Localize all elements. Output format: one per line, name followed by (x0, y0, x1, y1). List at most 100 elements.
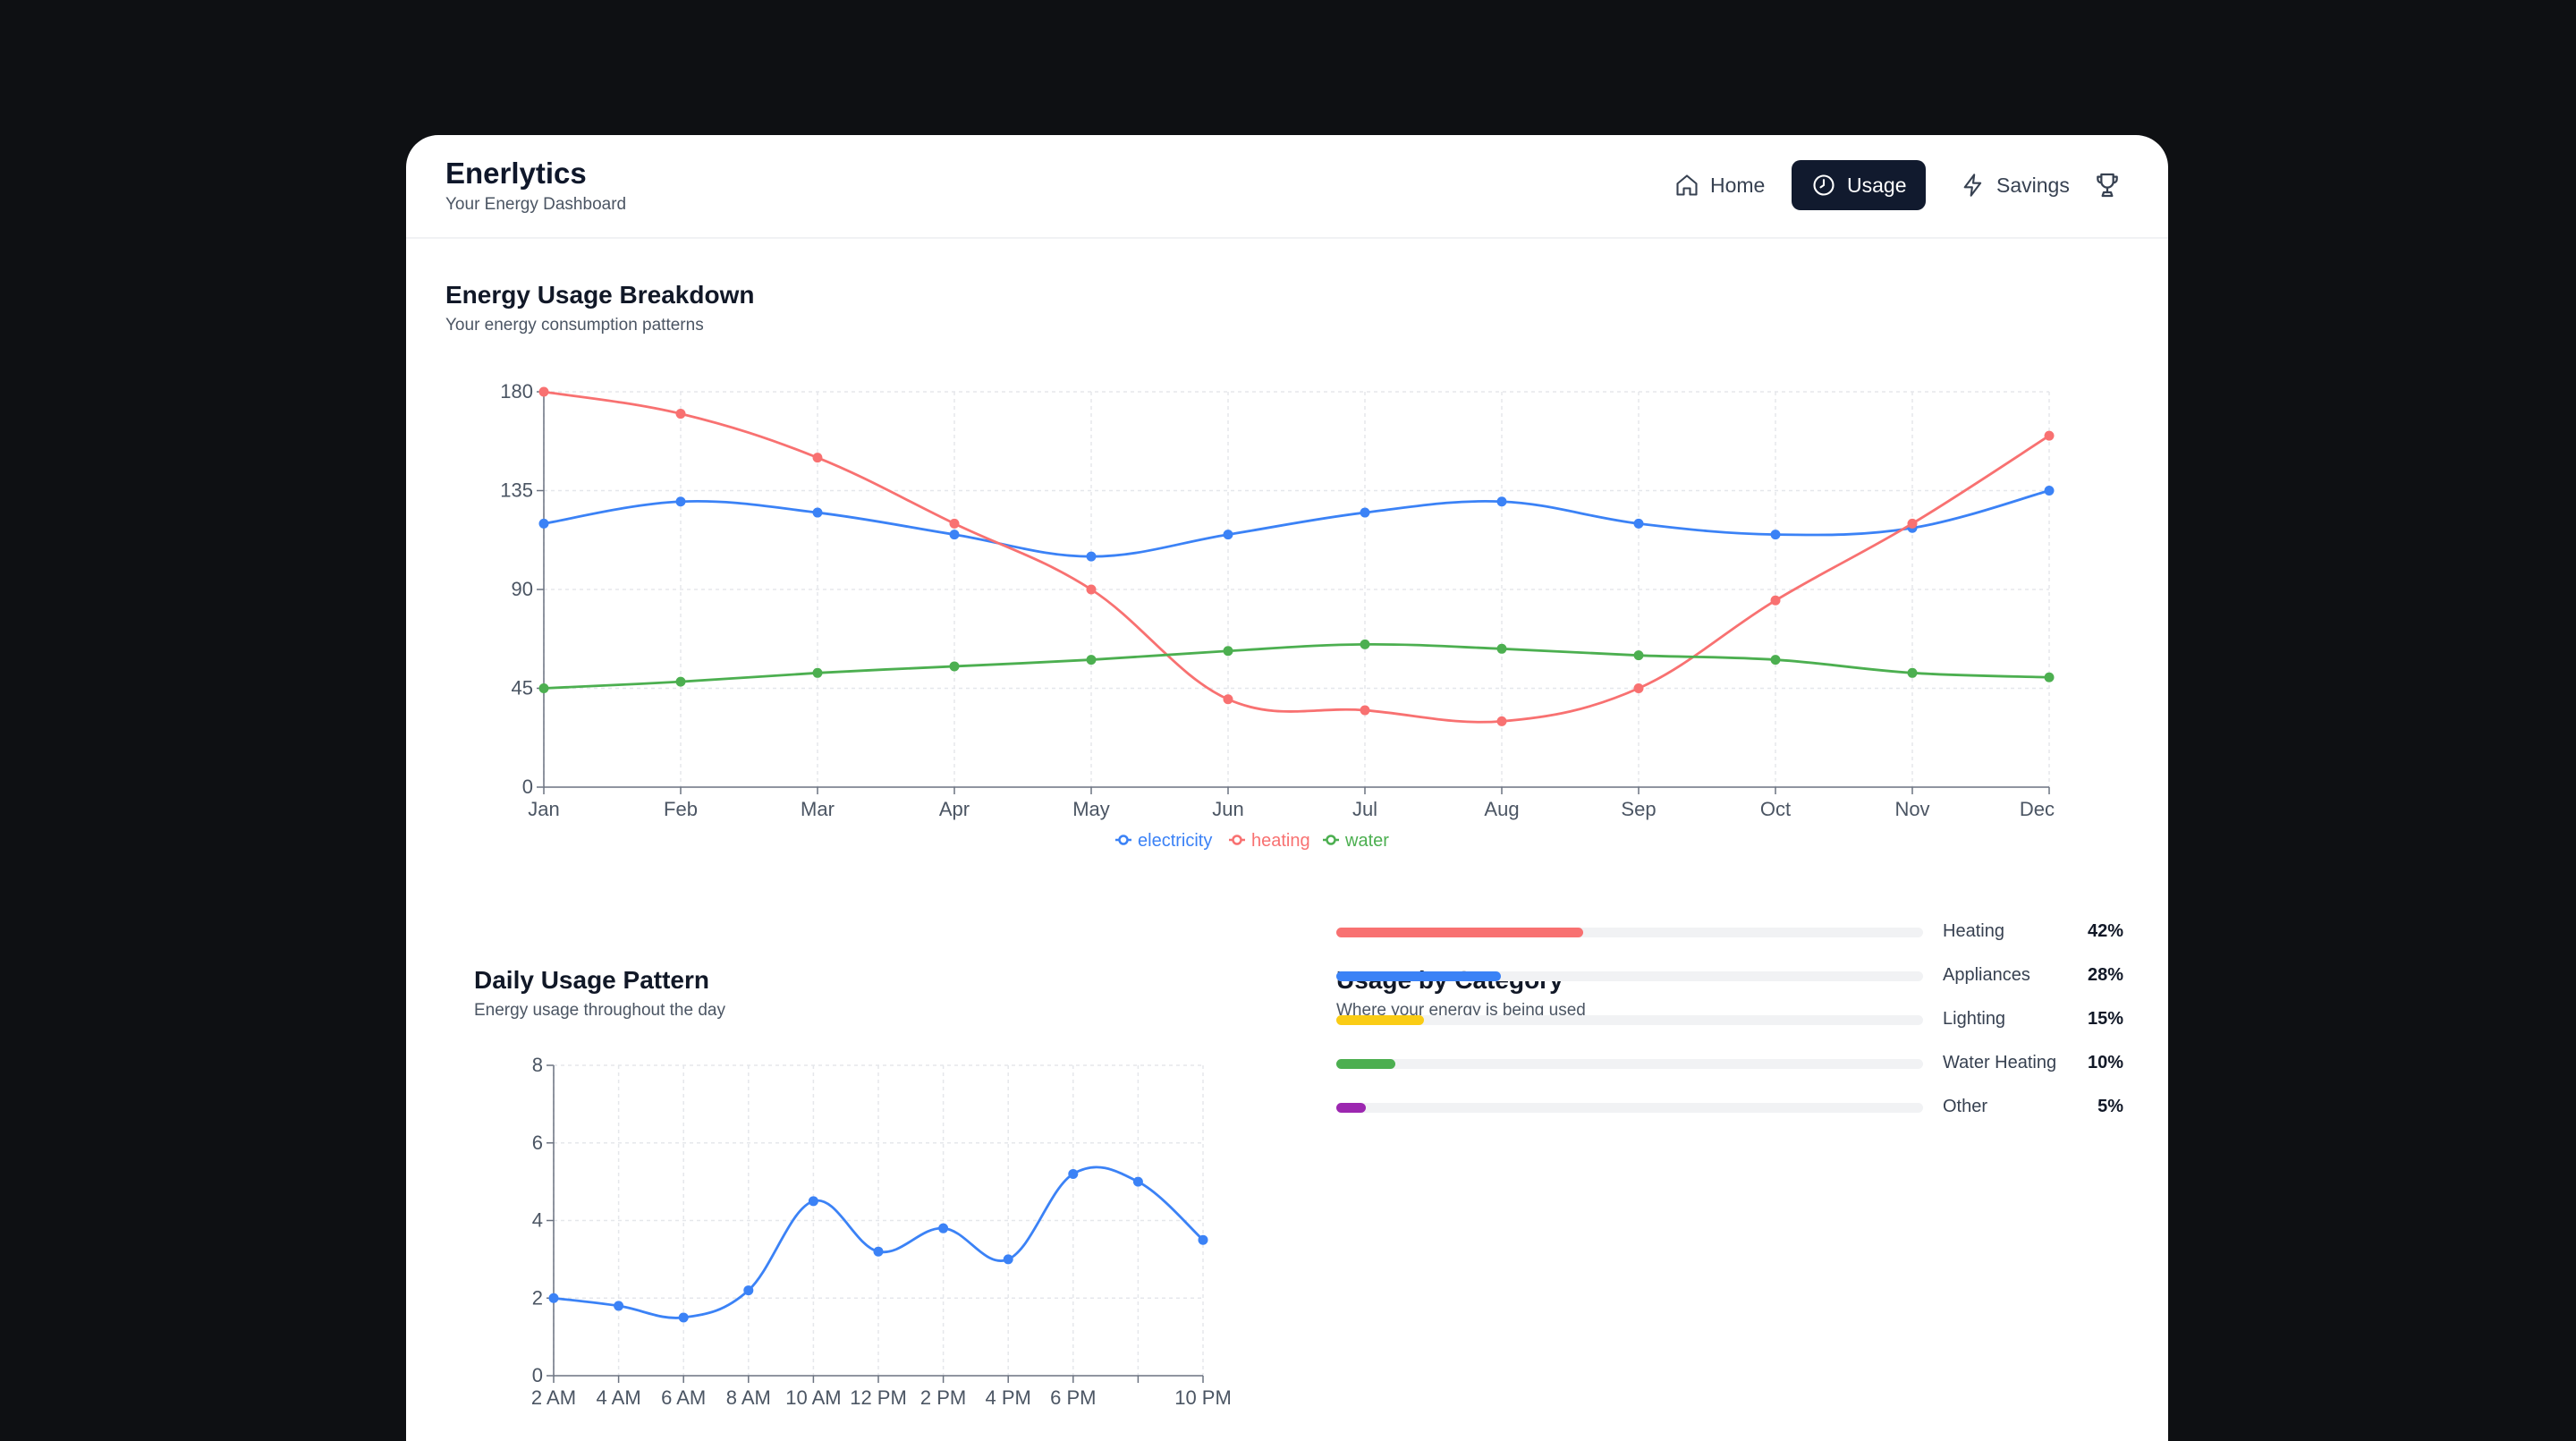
category-bar-fill (1336, 1059, 1395, 1069)
data-point (1770, 530, 1781, 540)
series-line (543, 642, 2050, 690)
nav-savings[interactable]: Savings (1941, 160, 2089, 210)
data-point (873, 1246, 884, 1257)
data-point (678, 1312, 689, 1323)
y-tick-label: 45 (512, 677, 533, 699)
x-tick-label: Dec (2020, 798, 2055, 820)
data-point (1086, 584, 1097, 595)
category-subtitle: Where your energy is being used (1336, 1001, 1586, 1020)
data-point (1496, 716, 1507, 726)
category-percent: 10% (2087, 1053, 2123, 1072)
nav-achievements[interactable] (2084, 160, 2131, 210)
y-tick-label: 0 (522, 776, 533, 798)
category-label: Heating (1943, 921, 2004, 941)
breakdown-subtitle: Your energy consumption patterns (445, 316, 704, 335)
nav-home-label: Home (1710, 173, 1766, 197)
category-bar-track (1336, 1015, 1923, 1025)
category-percent: 5% (2097, 1097, 2123, 1116)
chart-legend: electricity heating water (1115, 831, 1389, 851)
legend-label: water (1344, 831, 1389, 851)
data-point (2044, 430, 2055, 441)
x-tick-label: 2 PM (920, 1386, 966, 1409)
app-title: Enerlytics (445, 157, 587, 190)
x-tick-label: Jan (528, 798, 559, 820)
x-tick-label: Feb (664, 798, 698, 820)
category-row: Appliances 28% (1336, 964, 2123, 991)
x-tick-label: 10 AM (785, 1386, 841, 1409)
data-point (1633, 518, 1644, 529)
category-bar-fill (1336, 1103, 1366, 1113)
category-bar-track (1336, 971, 1923, 981)
x-tick-label: 2 AM (531, 1386, 576, 1409)
home-icon (1676, 174, 1698, 196)
nav-usage-label: Usage (1847, 173, 1907, 197)
x-tick-label: Sep (1621, 798, 1656, 820)
data-point (1633, 683, 1644, 693)
data-point (1086, 551, 1097, 562)
nav-usage[interactable]: Usage (1792, 160, 1927, 210)
data-point (548, 1293, 559, 1303)
data-point (1496, 496, 1507, 507)
category-label: Water Heating (1943, 1053, 2057, 1072)
legend-marker (1232, 835, 1242, 845)
data-point (1496, 643, 1507, 654)
lightning-icon (1963, 174, 1982, 197)
category-bar-fill (1336, 928, 1583, 937)
nav-savings-label: Savings (1996, 173, 2070, 197)
daily-title: Daily Usage Pattern (474, 966, 709, 994)
category-bar-fill (1336, 1015, 1425, 1025)
data-point (2044, 672, 2055, 682)
y-tick-label: 180 (500, 380, 533, 403)
data-point (1360, 639, 1370, 649)
data-point (938, 1223, 949, 1233)
nav-home[interactable]: Home (1655, 160, 1784, 210)
app-subtitle: Your Energy Dashboard (445, 195, 627, 214)
data-point (1223, 694, 1233, 705)
data-point (1198, 1234, 1208, 1245)
y-tick-label: 8 (532, 1054, 543, 1076)
legend-marker (1118, 835, 1129, 845)
data-point (743, 1285, 754, 1296)
category-label: Other (1943, 1097, 1988, 1116)
daily-subtitle: Energy usage throughout the day (474, 1001, 725, 1020)
data-point (2044, 486, 2055, 496)
data-point (949, 518, 960, 529)
data-point (1770, 595, 1781, 606)
y-tick-label: 4 (532, 1209, 543, 1232)
y-tick-label: 135 (500, 479, 533, 502)
x-tick-label: May (1072, 798, 1110, 820)
category-row: Water Heating 10% (1336, 1052, 2123, 1079)
category-percent: 42% (2087, 921, 2123, 941)
x-tick-label: 4 AM (597, 1386, 641, 1409)
category-bar-fill (1336, 971, 1501, 981)
app-header: Enerlytics Your Energy Dashboard Home Us… (406, 135, 2168, 239)
x-tick-label: Mar (801, 798, 835, 820)
data-point (1360, 705, 1370, 716)
data-point (1223, 530, 1233, 540)
data-point (675, 496, 686, 507)
x-tick-label: 8 AM (726, 1386, 771, 1409)
x-tick-label: Jun (1212, 798, 1243, 820)
category-bar-track (1336, 1059, 1923, 1069)
legend-label: electricity (1138, 831, 1212, 851)
series-line (543, 390, 2050, 724)
data-point (808, 1196, 818, 1207)
x-tick-label: Jul (1352, 798, 1377, 820)
category-label: Appliances (1943, 965, 2030, 985)
data-point (1907, 518, 1918, 529)
x-tick-label: Oct (1760, 798, 1791, 820)
x-tick-label: 6 PM (1050, 1386, 1096, 1409)
data-point (949, 661, 960, 672)
data-point (812, 453, 823, 463)
data-point (675, 409, 686, 420)
charts-layer: 0 45 90 135 180 Jan Feb Mar Apr May Jun Jul Aug Sep Oc… (500, 380, 2055, 1409)
legend-label: heating (1251, 831, 1310, 851)
energy-usage-line-chart: 0 45 90 135 180 Jan Feb Mar Apr May Jun Jul Aug Sep Oc… (500, 380, 2055, 820)
category-row: Lighting 15% (1336, 1008, 2123, 1035)
data-point (949, 530, 960, 540)
legend-marker (1326, 835, 1336, 845)
category-label: Lighting (1943, 1009, 2006, 1029)
y-tick-label: 6 (532, 1132, 543, 1154)
data-point (1360, 507, 1370, 518)
data-point (538, 518, 549, 529)
